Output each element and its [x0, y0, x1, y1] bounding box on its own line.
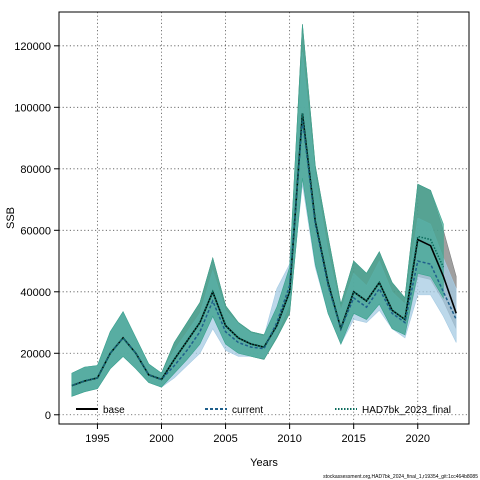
- series-line-HAD7bk_2023_final: [71, 113, 445, 387]
- x-tick-label: 2000: [149, 433, 173, 445]
- y-tick-label: 120000: [14, 41, 51, 53]
- y-tick-label: 80000: [20, 164, 51, 176]
- x-tick-label: 1995: [85, 433, 109, 445]
- x-axis-title: Years: [250, 457, 278, 469]
- legend-label-current: current: [232, 405, 263, 416]
- x-tick-label: 2020: [406, 433, 430, 445]
- y-tick-label: 60000: [20, 225, 51, 237]
- legend-label-HAD7bk_2023_final: HAD7bk_2023_final: [362, 405, 451, 416]
- x-tick-label: 2010: [277, 433, 301, 445]
- series-lines: [71, 113, 457, 387]
- source-note: stockassessment.org,HAD7bk_2024_final_1,…: [323, 474, 478, 480]
- x-tick-label: 2015: [341, 433, 365, 445]
- confidence-band-HAD7bk_2023_final: [71, 24, 444, 397]
- confidence-bands: [71, 24, 457, 397]
- series-line-current: [71, 119, 457, 387]
- plot-frame: [58, 11, 470, 425]
- y-tick-label: 20000: [20, 348, 51, 360]
- y-tick-label: 100000: [14, 102, 51, 114]
- legend-label-base: base: [103, 405, 125, 416]
- legend: base current HAD7bk_2023_final: [76, 405, 451, 416]
- y-tick-label: 40000: [20, 287, 51, 299]
- axis-ticks: 1995 2000 2005 2010 2015 2020 0 20000 40000 60000…: [14, 41, 430, 445]
- y-tick-label: 0: [45, 410, 51, 422]
- x-tick-label: 2005: [213, 433, 237, 445]
- y-axis-title: SSB: [5, 207, 17, 229]
- grid-lines: [59, 12, 469, 424]
